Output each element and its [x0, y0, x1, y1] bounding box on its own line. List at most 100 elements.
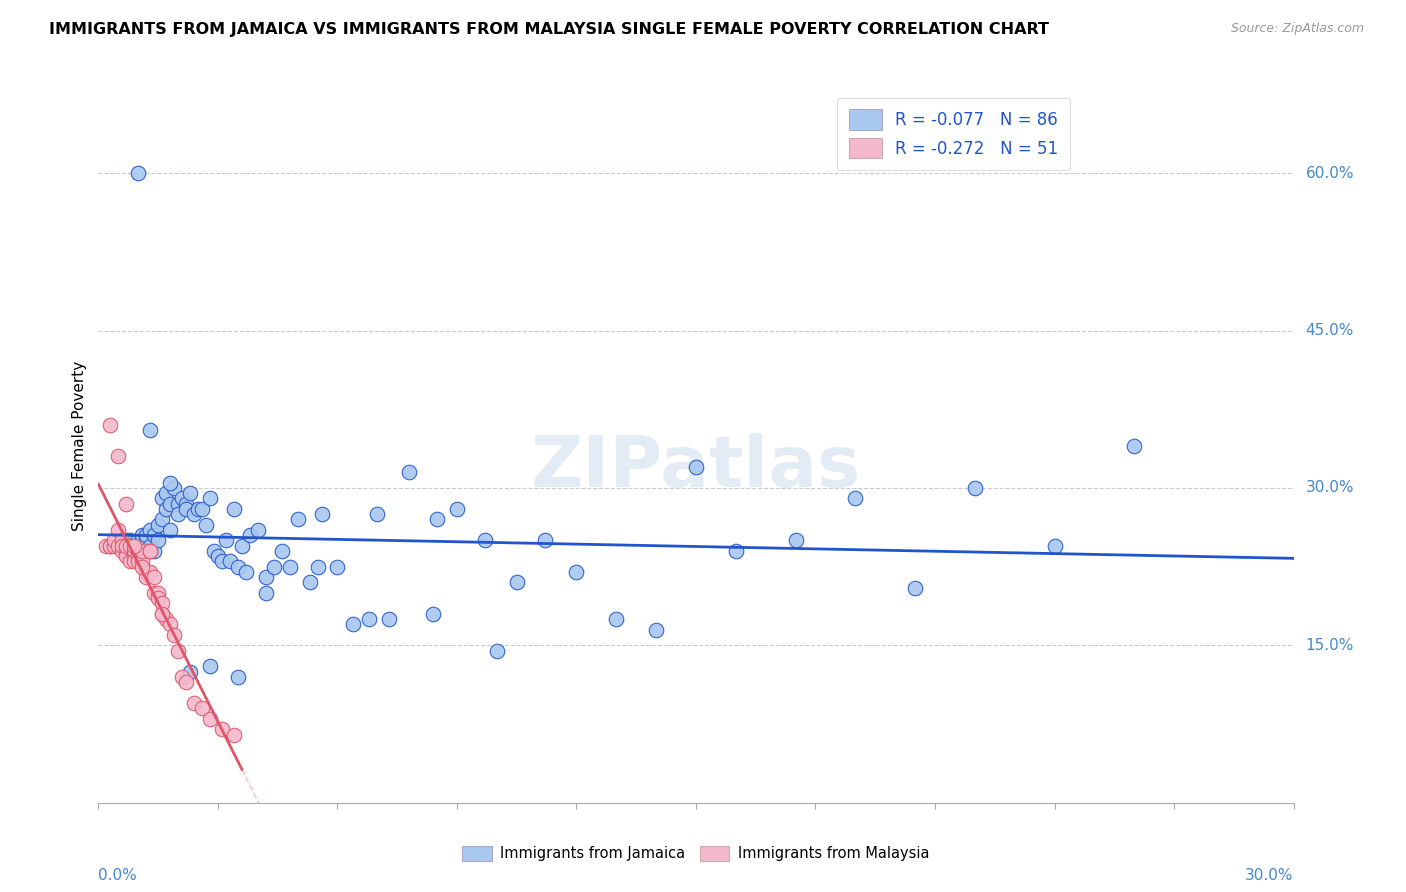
Point — [148, 586, 170, 600]
Point — [139, 544, 162, 558]
Point — [565, 565, 588, 579]
Point — [235, 565, 257, 579]
Text: 30.0%: 30.0% — [1306, 481, 1354, 495]
Point — [107, 523, 129, 537]
Point — [231, 539, 253, 553]
Point — [366, 507, 388, 521]
Point — [844, 491, 866, 506]
Point — [167, 507, 190, 521]
Point — [120, 539, 142, 553]
Point — [605, 612, 627, 626]
Point — [163, 481, 186, 495]
Point — [111, 539, 134, 553]
Point — [474, 533, 496, 548]
Point — [645, 623, 668, 637]
Point — [533, 533, 555, 548]
Y-axis label: Single Female Poverty: Single Female Poverty — [72, 361, 87, 531]
Point — [131, 528, 153, 542]
Point — [139, 539, 162, 553]
Point — [172, 670, 194, 684]
Point — [139, 523, 162, 537]
Point — [148, 517, 170, 532]
Point — [211, 723, 233, 737]
Point — [506, 575, 529, 590]
Point — [298, 575, 321, 590]
Point — [174, 675, 197, 690]
Point — [131, 533, 153, 548]
Point — [124, 544, 146, 558]
Point — [159, 497, 181, 511]
Point — [183, 507, 205, 521]
Point — [115, 549, 138, 564]
Point — [115, 533, 138, 548]
Point — [111, 544, 134, 558]
Point — [115, 497, 138, 511]
Point — [150, 607, 173, 621]
Point — [115, 544, 138, 558]
Point — [124, 549, 146, 564]
Point — [904, 581, 927, 595]
Text: ZIPatlas: ZIPatlas — [531, 433, 860, 502]
Point — [127, 539, 149, 553]
Point — [96, 539, 118, 553]
Point — [222, 728, 245, 742]
Point — [222, 502, 245, 516]
Point — [120, 554, 142, 568]
Point — [124, 544, 146, 558]
Point — [246, 523, 269, 537]
Point — [127, 554, 149, 568]
Point — [1123, 439, 1146, 453]
Point — [167, 643, 190, 657]
Point — [191, 701, 214, 715]
Point — [254, 570, 277, 584]
Point — [148, 591, 170, 606]
Point — [167, 497, 190, 511]
Point — [159, 523, 181, 537]
Point — [139, 565, 162, 579]
Point — [195, 517, 218, 532]
Point — [150, 607, 173, 621]
Point — [159, 475, 181, 490]
Point — [135, 528, 157, 542]
Point — [191, 502, 214, 516]
Point — [120, 544, 142, 558]
Point — [270, 544, 292, 558]
Point — [163, 628, 186, 642]
Text: 60.0%: 60.0% — [1306, 166, 1354, 181]
Point — [724, 544, 747, 558]
Text: 0.0%: 0.0% — [98, 868, 138, 883]
Point — [326, 559, 349, 574]
Text: IMMIGRANTS FROM JAMAICA VS IMMIGRANTS FROM MALAYSIA SINGLE FEMALE POVERTY CORREL: IMMIGRANTS FROM JAMAICA VS IMMIGRANTS FR… — [49, 22, 1049, 37]
Point — [155, 502, 177, 516]
Point — [111, 533, 134, 548]
Point — [263, 559, 285, 574]
Point — [685, 460, 707, 475]
Point — [342, 617, 364, 632]
Point — [198, 491, 221, 506]
Point — [131, 549, 153, 564]
Point — [98, 539, 122, 553]
Text: Source: ZipAtlas.com: Source: ZipAtlas.com — [1230, 22, 1364, 36]
Point — [98, 539, 122, 553]
Point — [287, 512, 309, 526]
Point — [139, 544, 162, 558]
Point — [226, 670, 249, 684]
Point — [98, 417, 122, 432]
Point — [422, 607, 444, 621]
Point — [187, 502, 209, 516]
Point — [278, 559, 301, 574]
Point — [1043, 539, 1066, 553]
Point — [150, 596, 173, 610]
Point — [107, 539, 129, 553]
Legend: Immigrants from Jamaica, Immigrants from Malaysia: Immigrants from Jamaica, Immigrants from… — [457, 839, 935, 867]
Point — [785, 533, 807, 548]
Point — [202, 544, 225, 558]
Point — [174, 497, 197, 511]
Point — [426, 512, 449, 526]
Point — [139, 423, 162, 437]
Point — [131, 554, 153, 568]
Point — [398, 465, 420, 479]
Point — [127, 533, 149, 548]
Point — [131, 544, 153, 558]
Point — [127, 549, 149, 564]
